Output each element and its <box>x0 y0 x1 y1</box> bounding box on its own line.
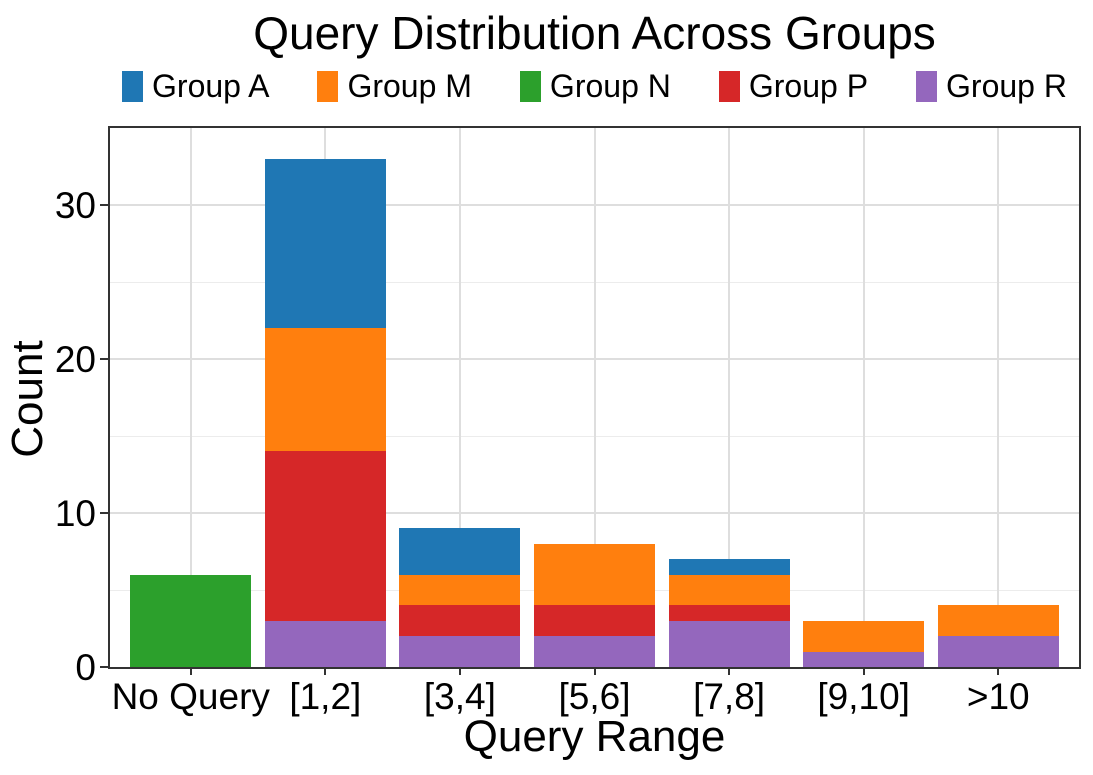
legend-swatch <box>916 70 938 102</box>
gridline-x-4 <box>728 128 731 667</box>
legend-swatch <box>718 70 740 102</box>
legend-label: Group A <box>152 68 270 104</box>
bar-segment-group-m <box>938 605 1059 637</box>
y-tick-10 <box>100 512 108 514</box>
y-axis-title: Count <box>3 340 52 458</box>
legend-label: Group R <box>946 68 1067 104</box>
gridline-x-0 <box>189 128 192 667</box>
legend-swatch <box>317 70 339 102</box>
legend-label: Group P <box>748 68 869 104</box>
bar-segment-group-m <box>803 620 924 652</box>
gridline-x-2 <box>458 128 461 667</box>
chart-title: Query Distribution Across Groups <box>253 7 936 59</box>
legend: Group A Group M Group N Group P Group R <box>110 64 1079 108</box>
bar-segment-group-m <box>399 574 520 606</box>
bar-segment-group-p <box>534 605 655 637</box>
x-tick-6 <box>997 667 1000 675</box>
legend-item-group-r: Group R <box>916 70 1067 102</box>
legend-label: Group N <box>549 68 671 104</box>
y-tick-0 <box>100 666 108 668</box>
bar-segment-group-p <box>399 605 520 637</box>
x-tick-label-6: >10 <box>966 676 1030 717</box>
gridline-x-5 <box>862 128 865 667</box>
bar-segment-group-a <box>399 528 520 575</box>
legend-label: Group M <box>347 68 472 104</box>
gridline-x-6 <box>997 128 1000 667</box>
bar-segment-group-p <box>265 451 386 621</box>
x-axis-title: Query Range <box>463 712 726 761</box>
x-tick-label-4: [7,8] <box>693 676 766 717</box>
x-tick-3 <box>593 667 596 675</box>
legend-swatch <box>122 70 144 102</box>
legend-item-group-p: Group P <box>718 68 869 104</box>
bar-segment-group-a <box>265 158 386 329</box>
y-tick-label-30: 30 <box>54 185 96 226</box>
bar-segment-group-r <box>534 636 655 667</box>
bar-segment-group-r <box>938 636 1059 667</box>
legend-swatch <box>519 70 541 102</box>
legend-item-group-m: Group M <box>317 68 472 104</box>
bar-segment-group-m <box>265 328 386 452</box>
x-tick-label-5: [9,10] <box>817 676 910 717</box>
y-tick-20 <box>100 358 108 360</box>
y-tick-label-20: 20 <box>54 339 96 380</box>
x-tick-4 <box>728 667 731 675</box>
bar-segment-group-n <box>130 574 251 667</box>
x-tick-2 <box>458 667 461 675</box>
x-tick-5 <box>862 667 865 675</box>
gridline-x-3 <box>593 128 596 667</box>
bar-segment-group-r <box>803 651 924 667</box>
x-tick-label-0: No Query <box>111 676 270 717</box>
x-tick-0 <box>189 667 192 675</box>
bar-segment-group-a <box>669 559 790 575</box>
x-tick-label-1: [1,2] <box>289 676 362 717</box>
x-tick-1 <box>324 667 327 675</box>
bar-segment-group-r <box>265 620 386 667</box>
y-tick-30 <box>100 204 108 206</box>
y-tick-label-10: 10 <box>54 493 96 534</box>
y-tick-label-0: 0 <box>75 647 96 688</box>
plot-area <box>110 128 1079 667</box>
x-tick-label-3: [5,6] <box>558 676 631 717</box>
legend-item-group-a: Group A <box>122 70 269 102</box>
bar-segment-group-m <box>534 543 655 606</box>
bar-segment-group-m <box>669 574 790 606</box>
x-tick-label-2: [3,4] <box>423 676 496 717</box>
bar-segment-group-r <box>669 620 790 667</box>
bar-segment-group-r <box>399 636 520 667</box>
bar-segment-group-p <box>669 605 790 621</box>
legend-item-group-n: Group N <box>519 68 671 104</box>
